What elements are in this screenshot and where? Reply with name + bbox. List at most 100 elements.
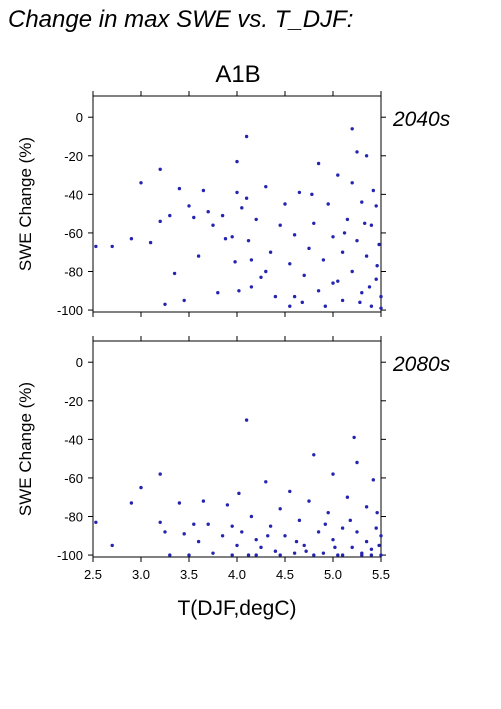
point — [187, 553, 191, 557]
y-tick-label: -40 — [64, 432, 83, 447]
point — [369, 304, 374, 308]
point — [196, 254, 201, 258]
y-tick-label: -20 — [64, 394, 83, 409]
point — [158, 167, 162, 171]
y-tick-label: 0 — [76, 110, 83, 125]
point — [333, 545, 337, 550]
point — [364, 254, 369, 258]
point — [259, 545, 263, 550]
point — [223, 237, 228, 241]
point — [244, 134, 249, 139]
point — [148, 240, 153, 245]
point — [259, 275, 263, 279]
point — [235, 543, 239, 548]
chart-title: Change in max SWE vs. T_DJF: — [8, 6, 353, 33]
point — [336, 173, 340, 177]
point — [362, 221, 367, 225]
x-tick-label: 5.0 — [324, 567, 342, 582]
point — [163, 302, 167, 306]
point — [331, 537, 335, 542]
y-axis-label: SWE Change (%) — [16, 137, 35, 271]
point — [312, 221, 316, 225]
point — [348, 518, 352, 523]
point — [331, 235, 335, 239]
point — [364, 154, 369, 158]
point — [94, 520, 98, 524]
point — [375, 510, 379, 515]
point — [307, 246, 311, 251]
point — [371, 188, 376, 193]
point — [350, 181, 354, 185]
point — [379, 294, 383, 299]
x-tick-label: 4.5 — [276, 567, 294, 582]
y-tick-label: 0 — [76, 355, 83, 370]
point — [345, 217, 350, 222]
point — [364, 505, 369, 509]
y-tick-label: -80 — [64, 510, 83, 525]
point — [292, 294, 297, 299]
point — [297, 190, 302, 195]
point — [350, 269, 354, 274]
point — [360, 200, 364, 204]
x-tick-label: 5.5 — [372, 567, 390, 582]
point — [139, 485, 143, 490]
point — [254, 537, 258, 542]
point — [249, 514, 254, 519]
point — [288, 489, 292, 494]
point — [220, 213, 225, 218]
point — [310, 192, 314, 197]
point — [340, 250, 345, 254]
point — [302, 273, 306, 278]
point — [304, 549, 308, 553]
point — [246, 238, 251, 243]
point — [177, 501, 182, 505]
point — [300, 300, 304, 305]
point — [331, 281, 335, 285]
point — [283, 534, 287, 538]
point — [377, 543, 381, 548]
point — [240, 206, 244, 210]
point — [249, 258, 254, 262]
point — [264, 184, 268, 189]
point — [323, 304, 328, 308]
point — [326, 202, 330, 206]
point — [129, 501, 134, 505]
point — [326, 510, 330, 515]
point — [94, 244, 98, 249]
point — [172, 271, 177, 276]
point — [268, 524, 273, 528]
point — [331, 472, 335, 476]
point — [201, 188, 206, 193]
point — [177, 186, 182, 191]
point — [278, 553, 282, 557]
point — [264, 269, 268, 274]
point — [360, 553, 364, 557]
point — [294, 539, 299, 544]
point — [336, 279, 340, 283]
point — [139, 181, 143, 185]
point — [355, 150, 359, 154]
y-tick-label: -60 — [64, 226, 83, 241]
point — [163, 530, 167, 534]
point — [355, 238, 359, 243]
point — [196, 539, 201, 544]
point — [211, 551, 215, 555]
x-tick-label: 3.0 — [132, 567, 150, 582]
point — [292, 551, 297, 555]
point — [110, 244, 114, 249]
point — [369, 223, 374, 227]
point — [374, 526, 378, 530]
point — [312, 553, 316, 557]
point — [233, 260, 237, 264]
point — [379, 306, 383, 310]
point — [244, 418, 249, 422]
point — [254, 217, 258, 222]
point — [358, 300, 362, 305]
point — [369, 553, 374, 557]
point — [364, 539, 369, 544]
x-axis-label: T(DJF,degC) — [177, 597, 296, 620]
point — [158, 472, 162, 476]
point — [273, 549, 278, 553]
point — [316, 289, 321, 293]
